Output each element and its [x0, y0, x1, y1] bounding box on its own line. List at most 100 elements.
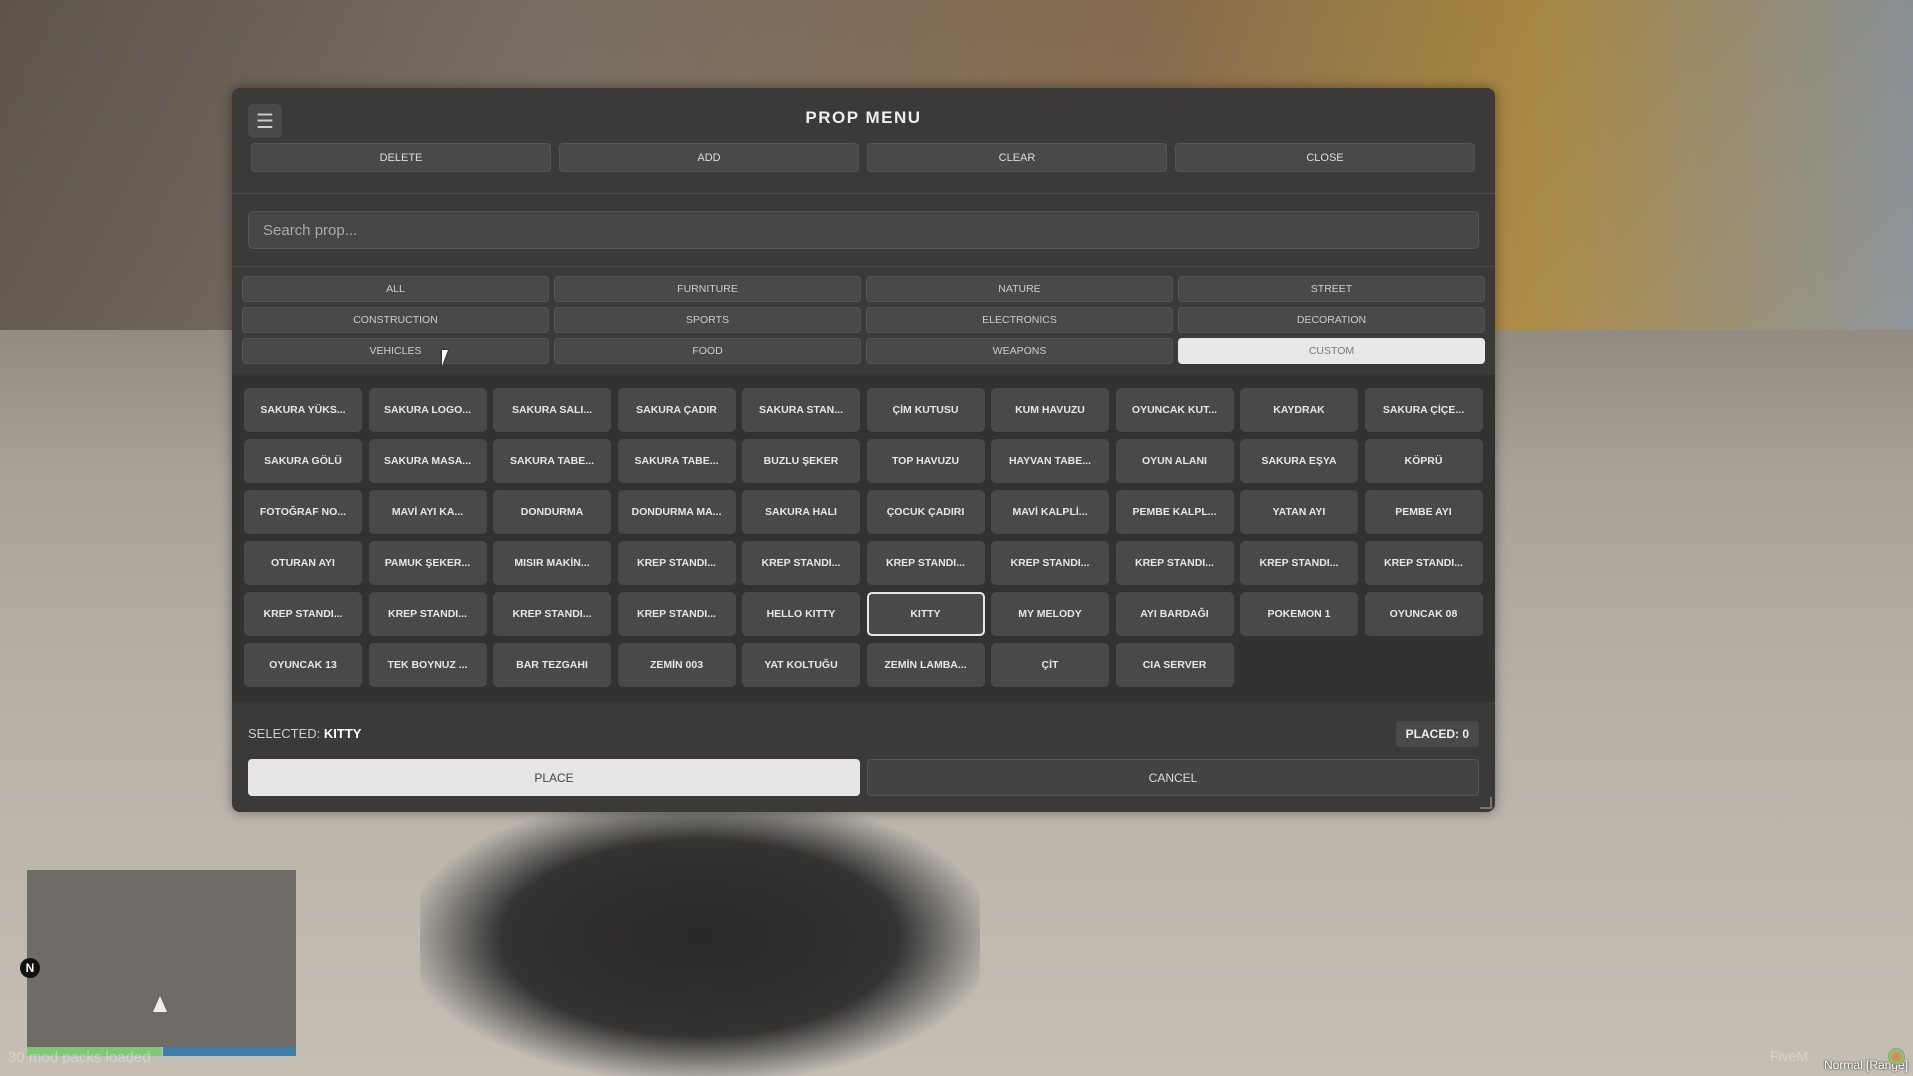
- cancel-button[interactable]: CANCEL: [867, 759, 1479, 796]
- prop-item[interactable]: KREP STANDI...: [1364, 541, 1483, 585]
- prop-menu-panel: ☰ PROP MENU DELETE ADD CLEAR CLOSE ALLFU…: [232, 88, 1495, 812]
- prop-item[interactable]: PAMUK ŞEKER...: [368, 541, 487, 585]
- mod-status-text: 30 mod packs loaded: [8, 1049, 151, 1066]
- prop-item[interactable]: OYUN ALANI: [1115, 439, 1234, 483]
- category-tab-furniture[interactable]: FURNITURE: [554, 276, 861, 302]
- category-tab-street[interactable]: STREET: [1178, 276, 1485, 302]
- prop-item[interactable]: KITTY: [866, 592, 985, 636]
- prop-item[interactable]: ZEMİN 003: [617, 643, 736, 687]
- category-tab-construction[interactable]: CONSTRUCTION: [242, 307, 549, 333]
- prop-item[interactable]: TOP HAVUZU: [866, 439, 985, 483]
- prop-item[interactable]: KAYDRAK: [1240, 388, 1358, 432]
- prop-grid: SAKURA YÜKS... SAKURA LOGO... SAKURA SALI.…: [244, 388, 1483, 687]
- category-tab-vehicles[interactable]: VEHICLES: [242, 338, 549, 364]
- panel-title: PROP MENU: [805, 108, 922, 127]
- category-tab-weapons[interactable]: WEAPONS: [866, 338, 1173, 364]
- category-tab-decoration[interactable]: DECORATION: [1178, 307, 1485, 333]
- fivem-watermark: FiveM: [1770, 1048, 1809, 1064]
- prop-item[interactable]: CIA SERVER: [1115, 643, 1234, 687]
- prop-item[interactable]: KREP STANDI...: [244, 592, 362, 636]
- prop-item[interactable]: ÇİT: [991, 643, 1109, 687]
- prop-item[interactable]: OYUNCAK 08: [1364, 592, 1483, 636]
- add-button[interactable]: ADD: [559, 143, 859, 172]
- selected-prop: SELECTED: KITTY: [248, 726, 361, 741]
- prop-item[interactable]: ÇOCUK ÇADIRI: [866, 490, 985, 534]
- prop-item[interactable]: SAKURA YÜKS...: [244, 388, 362, 432]
- prop-item[interactable]: SAKURA LOGO...: [368, 388, 487, 432]
- place-button[interactable]: PLACE: [248, 759, 860, 796]
- prop-item[interactable]: KREP STANDI...: [617, 541, 736, 585]
- prop-item[interactable]: OYUNCAK 13: [244, 643, 362, 687]
- prop-item[interactable]: KREP STANDI...: [1240, 541, 1358, 585]
- prop-item[interactable]: KÖPRÜ: [1364, 439, 1483, 483]
- prop-item[interactable]: KREP STANDI...: [866, 541, 985, 585]
- prop-item[interactable]: SAKURA ÇİÇE...: [1364, 388, 1483, 432]
- prop-item[interactable]: OYUNCAK KUT...: [1115, 388, 1234, 432]
- armor-bar: [163, 1047, 296, 1056]
- voice-icon: [1888, 1048, 1905, 1065]
- prop-grid-area: SAKURA YÜKS... SAKURA LOGO... SAKURA SALI.…: [232, 374, 1495, 702]
- category-tab-custom[interactable]: CUSTOM: [1178, 338, 1485, 364]
- prop-item[interactable]: PEMBE AYI: [1364, 490, 1483, 534]
- prop-item[interactable]: SAKURA TABE...: [617, 439, 736, 483]
- prop-item[interactable]: ÇİM KUTUSU: [866, 388, 985, 432]
- category-tab-nature[interactable]: NATURE: [866, 276, 1173, 302]
- prop-item[interactable]: MY MELODY: [991, 592, 1109, 636]
- divider: [232, 193, 1495, 194]
- prop-item[interactable]: MAVİ AYI KA...: [368, 490, 487, 534]
- hamburger-icon: ☰: [256, 110, 274, 133]
- prop-item[interactable]: YATAN AYI: [1240, 490, 1358, 534]
- selected-value: KITTY: [323, 726, 362, 741]
- prop-item[interactable]: SAKURA SALI...: [493, 388, 611, 432]
- minimap: [27, 870, 296, 1047]
- prop-item[interactable]: YAT KOLTUĞU: [742, 643, 860, 687]
- prop-item[interactable]: KUM HAVUZU: [991, 388, 1109, 432]
- category-tab-food[interactable]: FOOD: [554, 338, 861, 364]
- prop-item[interactable]: SAKURA GÖLÜ: [244, 439, 362, 483]
- selected-label: SELECTED:: [248, 726, 321, 741]
- prop-item[interactable]: FOTOĞRAF NO...: [244, 490, 362, 534]
- prop-item[interactable]: KREP STANDI...: [368, 592, 487, 636]
- prop-item[interactable]: ZEMİN LAMBA...: [866, 643, 985, 687]
- prop-item[interactable]: POKEMON 1: [1240, 592, 1358, 636]
- prop-item[interactable]: SAKURA HALI: [742, 490, 860, 534]
- category-tab-all[interactable]: ALL: [242, 276, 549, 302]
- prop-item[interactable]: OTURAN AYI: [244, 541, 362, 585]
- prop-item[interactable]: KREP STANDI...: [493, 592, 611, 636]
- prop-item[interactable]: SAKURA STAN...: [742, 388, 860, 432]
- prop-item[interactable]: AYI BARDAĞI: [1115, 592, 1234, 636]
- prop-item[interactable]: PEMBE KALPL...: [1115, 490, 1234, 534]
- prop-item[interactable]: BUZLU ŞEKER: [742, 439, 860, 483]
- prop-item[interactable]: KREP STANDI...: [742, 541, 860, 585]
- prop-item[interactable]: SAKURA TABE...: [493, 439, 611, 483]
- prop-item[interactable]: HAYVAN TABE...: [991, 439, 1109, 483]
- prop-item[interactable]: DONDURMA MA...: [617, 490, 736, 534]
- search-input[interactable]: [248, 211, 1479, 249]
- divider: [232, 266, 1495, 267]
- player-character: [420, 800, 980, 1076]
- close-button[interactable]: CLOSE: [1175, 143, 1475, 172]
- resize-handle[interactable]: [1480, 797, 1492, 809]
- prop-item[interactable]: KREP STANDI...: [1115, 541, 1234, 585]
- prop-item[interactable]: SAKURA EŞYA: [1240, 439, 1358, 483]
- placed-count-badge: PLACED: 0: [1395, 721, 1479, 747]
- prop-item[interactable]: MAVİ KALPLİ...: [991, 490, 1109, 534]
- clear-button[interactable]: CLEAR: [867, 143, 1167, 172]
- prop-item[interactable]: MISIR MAKİN...: [493, 541, 611, 585]
- prop-item[interactable]: KREP STANDI...: [617, 592, 736, 636]
- prop-item[interactable]: TEK BOYNUZ ...: [368, 643, 487, 687]
- delete-button[interactable]: DELETE: [251, 143, 551, 172]
- prop-item[interactable]: SAKURA MASA...: [368, 439, 487, 483]
- prop-item[interactable]: HELLO KITTY: [742, 592, 860, 636]
- prop-item[interactable]: SAKURA ÇADIR: [617, 388, 736, 432]
- prop-item[interactable]: KREP STANDI...: [991, 541, 1109, 585]
- category-tab-electronics[interactable]: ELECTRONICS: [866, 307, 1173, 333]
- prop-item[interactable]: BAR TEZGAHI: [493, 643, 611, 687]
- category-tab-sports[interactable]: SPORTS: [554, 307, 861, 333]
- prop-item[interactable]: DONDURMA: [493, 490, 611, 534]
- mouse-cursor-icon: [442, 350, 448, 366]
- player-arrow-icon: [153, 996, 167, 1012]
- menu-button[interactable]: ☰: [248, 104, 282, 138]
- voice-mode-text: Normal [Range]: [1824, 1058, 1909, 1072]
- category-tabs: ALL FURNITURE NATURE STREET CONSTRUCTION SPOR…: [242, 276, 1485, 364]
